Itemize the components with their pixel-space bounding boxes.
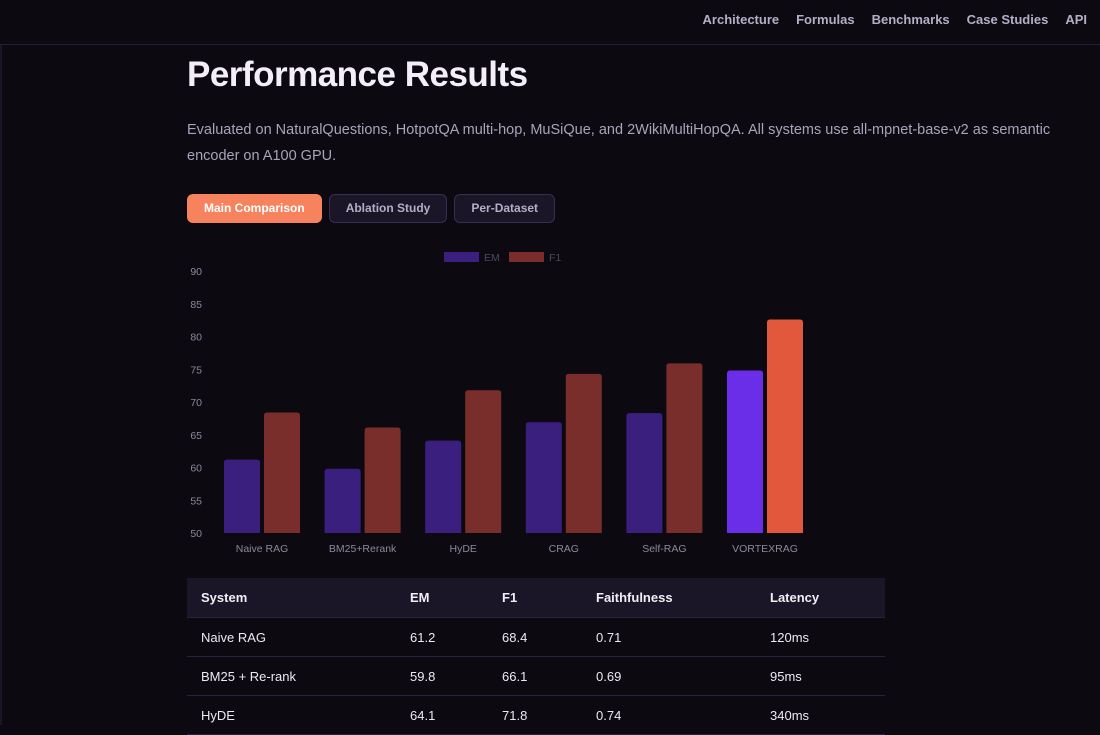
bar-f1 xyxy=(264,412,300,533)
y-tick-label: 50 xyxy=(190,528,202,540)
legend-em-swatch xyxy=(444,252,479,262)
tab-ablation-study[interactable]: Ablation Study xyxy=(328,194,448,223)
y-tick-label: 75 xyxy=(190,364,202,376)
tab-per-dataset[interactable]: Per-Dataset xyxy=(454,194,556,223)
column-header-system: System xyxy=(187,578,396,618)
bar-f1 xyxy=(666,363,703,533)
bar-em xyxy=(626,413,663,533)
column-header-em: EM xyxy=(396,578,488,618)
bar-em xyxy=(425,440,462,533)
cell-f1: 68.4 xyxy=(488,617,582,657)
nav-link-formulas[interactable]: Formulas xyxy=(796,12,855,27)
cell-em: 59.8 xyxy=(396,656,488,696)
y-tick-label: 80 xyxy=(190,332,202,344)
bar-em xyxy=(324,468,361,533)
legend-em-label: EM xyxy=(484,252,500,264)
top-navigation: Architecture Formulas Benchmarks Case St… xyxy=(0,0,1100,45)
results-table: System EM F1 Faithfulness Latency Naive … xyxy=(187,578,885,735)
x-tick-label: HyDE xyxy=(449,543,476,555)
x-tick-label: BM25+Rerank xyxy=(329,543,397,555)
x-tick-label: Naive RAG xyxy=(236,543,289,555)
table-row: Naive RAG 61.2 68.4 0.71 120ms xyxy=(187,617,885,657)
y-tick-label: 60 xyxy=(190,463,202,475)
bar-f1 xyxy=(465,390,502,533)
bar-em xyxy=(224,459,260,533)
nav-links: Architecture Formulas Benchmarks Case St… xyxy=(686,13,1087,27)
cell-system: HyDE xyxy=(187,695,396,735)
y-tick-label: 65 xyxy=(190,430,202,442)
page-title: Performance Results xyxy=(187,55,528,94)
y-tick-label: 55 xyxy=(190,495,202,507)
cell-system: BM25 + Re-rank xyxy=(187,656,396,696)
page-description: Evaluated on NaturalQuestions, HotpotQA … xyxy=(187,122,1051,164)
nav-link-case-studies[interactable]: Case Studies xyxy=(966,12,1049,27)
tab-main-comparison[interactable]: Main Comparison xyxy=(187,194,322,223)
column-header-f1: F1 xyxy=(488,578,582,618)
cell-latency: 120ms xyxy=(756,617,885,657)
bar-f1 xyxy=(767,319,803,533)
cell-faithfulness: 0.74 xyxy=(582,695,756,735)
y-tick-label: 90 xyxy=(190,266,202,278)
column-header-latency: Latency xyxy=(756,578,885,618)
nav-link-api[interactable]: API xyxy=(1065,12,1087,27)
bar-em xyxy=(727,370,763,533)
performance-bar-chart: 90 85 80 75 70 65 60 55 50 Naive RAG BM25+Rerank Hy… xyxy=(190,252,803,555)
x-tick-label: Self-RAG xyxy=(642,543,686,555)
legend-f1-label: F1 xyxy=(549,252,561,264)
left-divider xyxy=(0,45,2,725)
x-tick-label: VORTEXRAG xyxy=(732,543,798,555)
cell-f1: 71.8 xyxy=(488,695,582,735)
bar-em xyxy=(525,422,562,533)
column-header-faithfulness: Faithfulness xyxy=(582,578,756,618)
cell-latency: 95ms xyxy=(756,656,885,696)
nav-link-benchmarks[interactable]: Benchmarks xyxy=(871,12,950,27)
table-row: BM25 + Re-rank 59.8 66.1 0.69 95ms xyxy=(187,656,885,696)
cell-f1: 66.1 xyxy=(488,656,582,696)
x-tick-label: CRAG xyxy=(549,543,579,555)
legend-f1-swatch xyxy=(509,252,544,262)
cell-faithfulness: 0.69 xyxy=(582,656,756,696)
results-tabs: Main Comparison Ablation Study Per-Datas… xyxy=(187,194,556,223)
bar-f1 xyxy=(565,373,602,533)
y-tick-label: 70 xyxy=(190,397,202,409)
table-header-row: System EM F1 Faithfulness Latency xyxy=(187,578,885,618)
cell-system: Naive RAG xyxy=(187,617,396,657)
table-row: HyDE 64.1 71.8 0.74 340ms xyxy=(187,695,885,735)
cell-em: 61.2 xyxy=(396,617,488,657)
cell-latency: 340ms xyxy=(756,695,885,735)
bar-f1 xyxy=(364,427,401,533)
cell-faithfulness: 0.71 xyxy=(582,617,756,657)
nav-link-architecture[interactable]: Architecture xyxy=(702,12,780,27)
y-tick-label: 85 xyxy=(190,299,202,311)
cell-em: 64.1 xyxy=(396,695,488,735)
